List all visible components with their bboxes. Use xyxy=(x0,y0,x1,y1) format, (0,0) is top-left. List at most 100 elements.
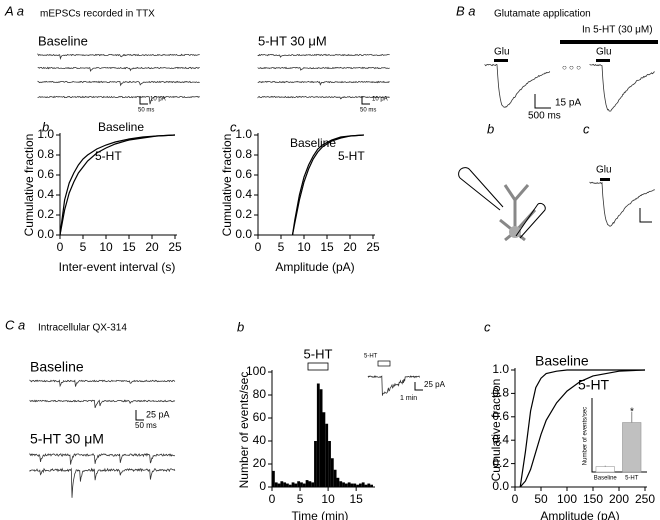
histogram-bar xyxy=(330,458,334,487)
scale-bar xyxy=(139,96,148,105)
y-axis-label: Cumulative fraction xyxy=(22,134,36,237)
drug-bar xyxy=(560,40,658,44)
histogram-bar xyxy=(319,389,323,487)
y-tick-label: 0.6 xyxy=(492,409,509,423)
label: Baseline xyxy=(38,33,88,48)
histogram-bar xyxy=(286,483,289,487)
histogram-bar xyxy=(300,482,303,487)
histogram-bar xyxy=(367,483,371,487)
series-line xyxy=(291,134,364,236)
histogram-bar xyxy=(297,481,301,487)
histogram-bar xyxy=(350,483,354,487)
histogram-bar xyxy=(339,481,343,487)
soma xyxy=(509,226,521,238)
y-tick-label: 100 xyxy=(246,364,266,378)
trace xyxy=(257,66,390,71)
y-axis-label: Number of events/sec xyxy=(583,407,589,465)
x-tick-label: 150 xyxy=(583,492,603,506)
y-tick-label: 0.0 xyxy=(492,479,509,493)
label: 10 pA xyxy=(372,97,388,103)
y-tick-label: 60 xyxy=(253,410,267,424)
y-tick-label: 0.0 xyxy=(37,227,54,241)
scale-bar xyxy=(534,94,551,109)
histogram-bar xyxy=(361,482,365,487)
label: c xyxy=(583,121,590,136)
histogram-bar xyxy=(358,483,362,487)
label: 5-HT 30 μM xyxy=(30,431,104,447)
label: B a xyxy=(456,3,476,18)
label: 25 pA xyxy=(146,409,170,419)
series-label: 5-HT xyxy=(338,149,365,163)
drug-bar xyxy=(596,59,610,62)
histogram-bar xyxy=(272,470,275,487)
label: Baseline xyxy=(30,359,84,375)
y-axis-label: Number of events/sec xyxy=(237,372,251,489)
y-tick-label: 0.2 xyxy=(235,207,252,221)
y-tick-label: 0.4 xyxy=(235,187,252,201)
series-label: 5-HT xyxy=(95,149,122,163)
trace xyxy=(29,399,176,409)
histogram-bar xyxy=(328,441,331,487)
y-tick-label: 0.2 xyxy=(492,456,509,470)
chart: 0 20 40 60 80 100 0 5 10 15 b Time (min) Number of e… xyxy=(237,319,375,520)
x-tick-label: 50 xyxy=(534,492,548,506)
y-tick-label: 1.0 xyxy=(492,362,509,376)
label: Glu xyxy=(596,47,612,58)
panel-label: b xyxy=(42,119,49,134)
pipette xyxy=(458,167,504,211)
trace xyxy=(589,63,655,112)
label: 5-HT xyxy=(364,354,378,360)
label: In 5-HT (30 μM) xyxy=(582,25,653,36)
y-tick-label: 80 xyxy=(253,387,267,401)
x-axis-label: Inter-event interval (s) xyxy=(59,260,176,274)
histogram-bar xyxy=(353,483,357,487)
chart: 0.0 0.2 0.4 0.6 0.8 1.0 0 5 10 15 20 25 c Amplitude (… xyxy=(220,119,380,274)
y-tick-label: 0.0 xyxy=(235,227,252,241)
x-tick-label: 25 xyxy=(168,240,182,254)
scale-bar xyxy=(639,208,652,223)
histogram-bar xyxy=(288,484,292,487)
panel-label: c xyxy=(484,319,491,334)
x-tick-label: 5-HT xyxy=(625,476,639,482)
scale-bar xyxy=(361,96,370,105)
y-tick-label: 0.8 xyxy=(492,386,509,400)
x-tick-label: 5 xyxy=(278,240,285,254)
x-tick-label: 5 xyxy=(297,492,304,506)
drug-box xyxy=(307,362,329,371)
series-line xyxy=(519,369,645,488)
label: 50 ms xyxy=(360,108,376,114)
x-tick-label: 100 xyxy=(557,492,577,506)
histogram-bar xyxy=(274,482,278,487)
label: mEPSCs recorded in TTX xyxy=(40,9,155,20)
x-tick-label: 20 xyxy=(343,240,357,254)
label: Intracellular QX-314 xyxy=(38,323,127,334)
y-tick-label: 20 xyxy=(253,456,267,470)
x-tick-label: 0 xyxy=(269,492,276,506)
trace xyxy=(37,53,200,60)
trace xyxy=(29,379,176,388)
trace xyxy=(37,66,200,73)
series-label: Baseline xyxy=(290,136,336,150)
y-tick-label: 0.6 xyxy=(235,167,252,181)
trace xyxy=(257,95,390,100)
x-tick-label: Baseline xyxy=(594,476,618,482)
histogram-bar xyxy=(325,423,329,487)
y-tick-label: 0.4 xyxy=(492,432,509,446)
histogram-bar xyxy=(280,481,284,487)
histogram-bar xyxy=(370,484,373,487)
x-tick-label: 20 xyxy=(145,240,159,254)
histogram-bar xyxy=(311,482,315,487)
annotation: * xyxy=(630,407,634,418)
y-tick-label: 0.8 xyxy=(235,147,252,161)
trace xyxy=(589,181,655,227)
histogram-bar xyxy=(322,412,326,487)
panel-label: b xyxy=(237,319,244,334)
histogram-bar xyxy=(308,481,312,487)
series-label: Baseline xyxy=(98,120,144,134)
label: 1 min xyxy=(400,395,417,402)
trace xyxy=(484,63,551,108)
histogram-bar xyxy=(333,469,337,487)
x-tick-label: 200 xyxy=(609,492,629,506)
label: 500 ms xyxy=(528,111,561,122)
series-line xyxy=(519,369,646,488)
